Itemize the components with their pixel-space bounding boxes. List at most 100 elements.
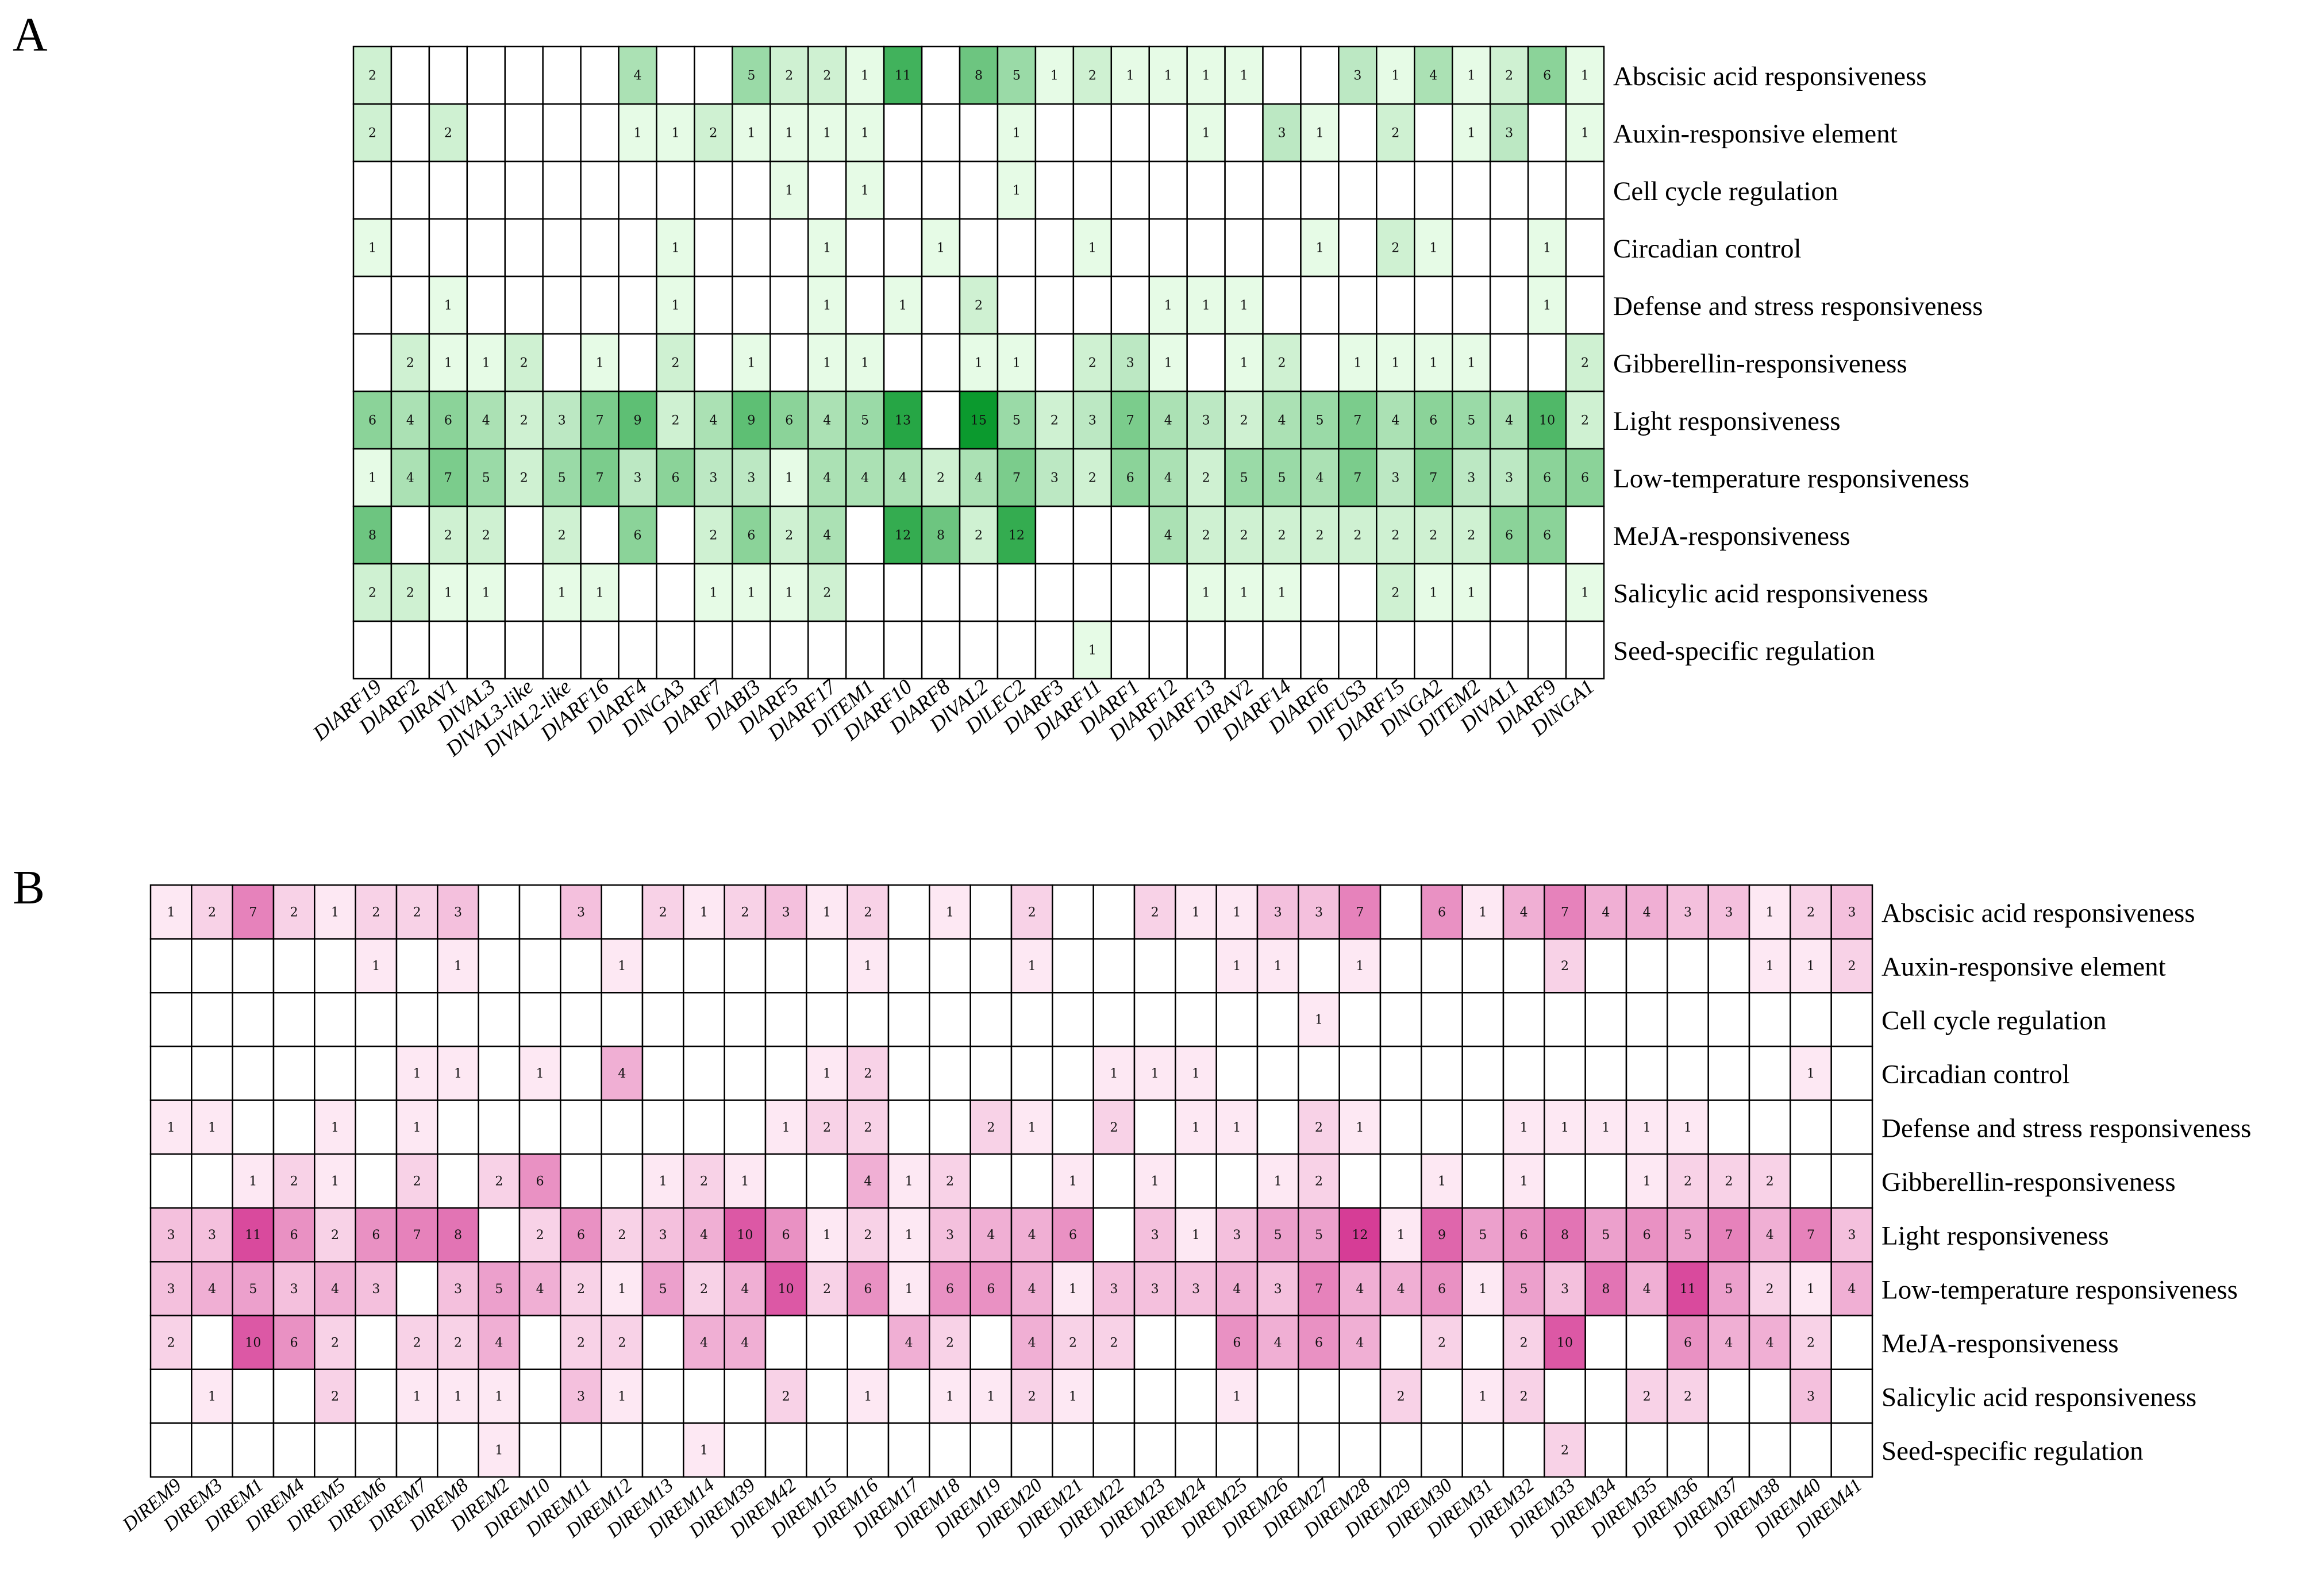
cell-value-label: 2 [1278,356,1286,371]
heatmap-cell [807,275,847,335]
heatmap-cell [1256,1045,1299,1101]
heatmap-cell [395,1099,438,1155]
cell-value-label: 7 [1353,414,1361,428]
heatmap-cell [1565,218,1605,278]
heatmap-cell [1300,275,1340,335]
cell-value-label: 2 [785,529,793,543]
heatmap-cell [1544,992,1586,1048]
heatmap-cell [1224,620,1264,680]
cell-value-label: 1 [823,126,831,141]
heatmap-cell [1489,563,1529,622]
heatmap-cell [969,884,1013,940]
cell-value-label: 1 [975,356,983,371]
cell-value-label: 1 [1467,126,1475,141]
heatmap-cell [641,992,684,1048]
cell-value-label: 8 [937,529,945,543]
cell-value-label: 2 [1505,69,1513,83]
cell-value-label: 2 [618,1336,626,1350]
cell-value-label: 2 [937,471,945,486]
cell-value-label: 1 [495,1444,503,1458]
cell-value-label: 1 [1192,1121,1200,1135]
heatmap-cell [1256,1153,1299,1209]
heatmap-cell [969,1368,1013,1424]
cell-value-label: 2 [1643,1390,1651,1404]
heatmap-cell [580,505,620,565]
heatmap-cell [1262,333,1302,393]
cell-value-label: 2 [406,356,414,371]
heatmap-cell [1376,160,1415,220]
heatmap-cell [1175,1045,1217,1101]
cell-value-label: 3 [1725,905,1733,920]
cell-value-label: 1 [785,586,793,601]
cell-value-label: 8 [1602,1282,1610,1297]
cell-value-label: 1 [700,905,708,920]
heatmap-cell [1092,992,1136,1048]
heatmap-cell [1110,45,1150,105]
heatmap-cell [845,505,885,565]
heatmap-cell [1414,275,1453,335]
heatmap-cell [1790,1099,1832,1155]
cell-value-label: 1 [1069,1282,1077,1297]
cell-value-label: 3 [1353,69,1361,83]
cell-value-label: 1 [1202,126,1210,141]
heatmap-cell [1300,218,1340,278]
cell-value-label: 2 [823,1121,831,1135]
heatmap-cell [1010,992,1053,1048]
cell-value-label: 1 [1356,1121,1364,1135]
heatmap-cell [232,1045,275,1101]
heatmap-cell [1110,448,1150,507]
heatmap-cell [929,1207,971,1263]
heatmap-cell [694,275,733,335]
cell-value-label: 1 [1479,905,1487,920]
row-label: Light responsiveness [1881,1221,2109,1251]
cell-value-label: 3 [167,1282,175,1297]
heatmap-cell [352,620,393,680]
heatmap-cell [887,1368,930,1424]
row-label: Seed-specific regulation [1613,636,1875,666]
heatmap-cell [1175,1368,1217,1424]
cell-value-label: 6 [1438,905,1446,920]
cell-value-label: 1 [331,1121,339,1135]
cell-value-label: 1 [558,586,566,601]
heatmap-cell [921,45,961,105]
cell-value-label: 2 [1520,1390,1528,1404]
heatmap-cell [395,1207,438,1263]
cell-value-label: 6 [782,1228,790,1243]
heatmap-cell [1451,448,1491,507]
heatmap-cell [1010,1314,1053,1370]
heatmap-cell [1565,160,1605,220]
heatmap-cell [1667,1045,1709,1101]
cell-value-label: 1 [1192,1228,1200,1243]
cell-value-label: 3 [290,1282,298,1297]
heatmap-cell [769,275,809,335]
row-label: Defense and stress responsiveness [1613,291,1983,321]
cell-value-label: 2 [1202,529,1210,543]
heatmap-cell [314,938,356,994]
heatmap-cell [1667,992,1709,1048]
heatmap-cell [1110,103,1150,163]
cell-value-label: 1 [1069,1175,1077,1189]
heatmap-cell [724,938,767,994]
cell-value-label: 1 [1202,586,1210,601]
cell-value-label: 13 [895,414,911,428]
heatmap-cell [1376,333,1415,393]
heatmap-cell [683,1368,725,1424]
heatmap-cell [887,938,930,994]
heatmap-cell [1298,1422,1340,1478]
heatmap-cell [580,448,620,507]
heatmap-cell [1461,1314,1505,1370]
heatmap-cell [232,938,275,994]
cell-value-label: 2 [413,1336,421,1350]
heatmap-cell [1224,505,1264,565]
heatmap-cell [1338,1368,1382,1424]
cell-value-label: 1 [1520,1121,1528,1135]
cell-value-label: 6 [946,1282,954,1297]
heatmap-cell [1830,1207,1873,1263]
cell-value-label: 2 [1315,529,1323,543]
heatmap-cell [601,938,644,994]
cell-value-label: 2 [444,126,452,141]
heatmap-cell [1414,333,1453,393]
cell-value-label: 7 [249,905,257,920]
heatmap-cell [1451,103,1491,163]
cell-value-label: 1 [1110,1067,1118,1081]
